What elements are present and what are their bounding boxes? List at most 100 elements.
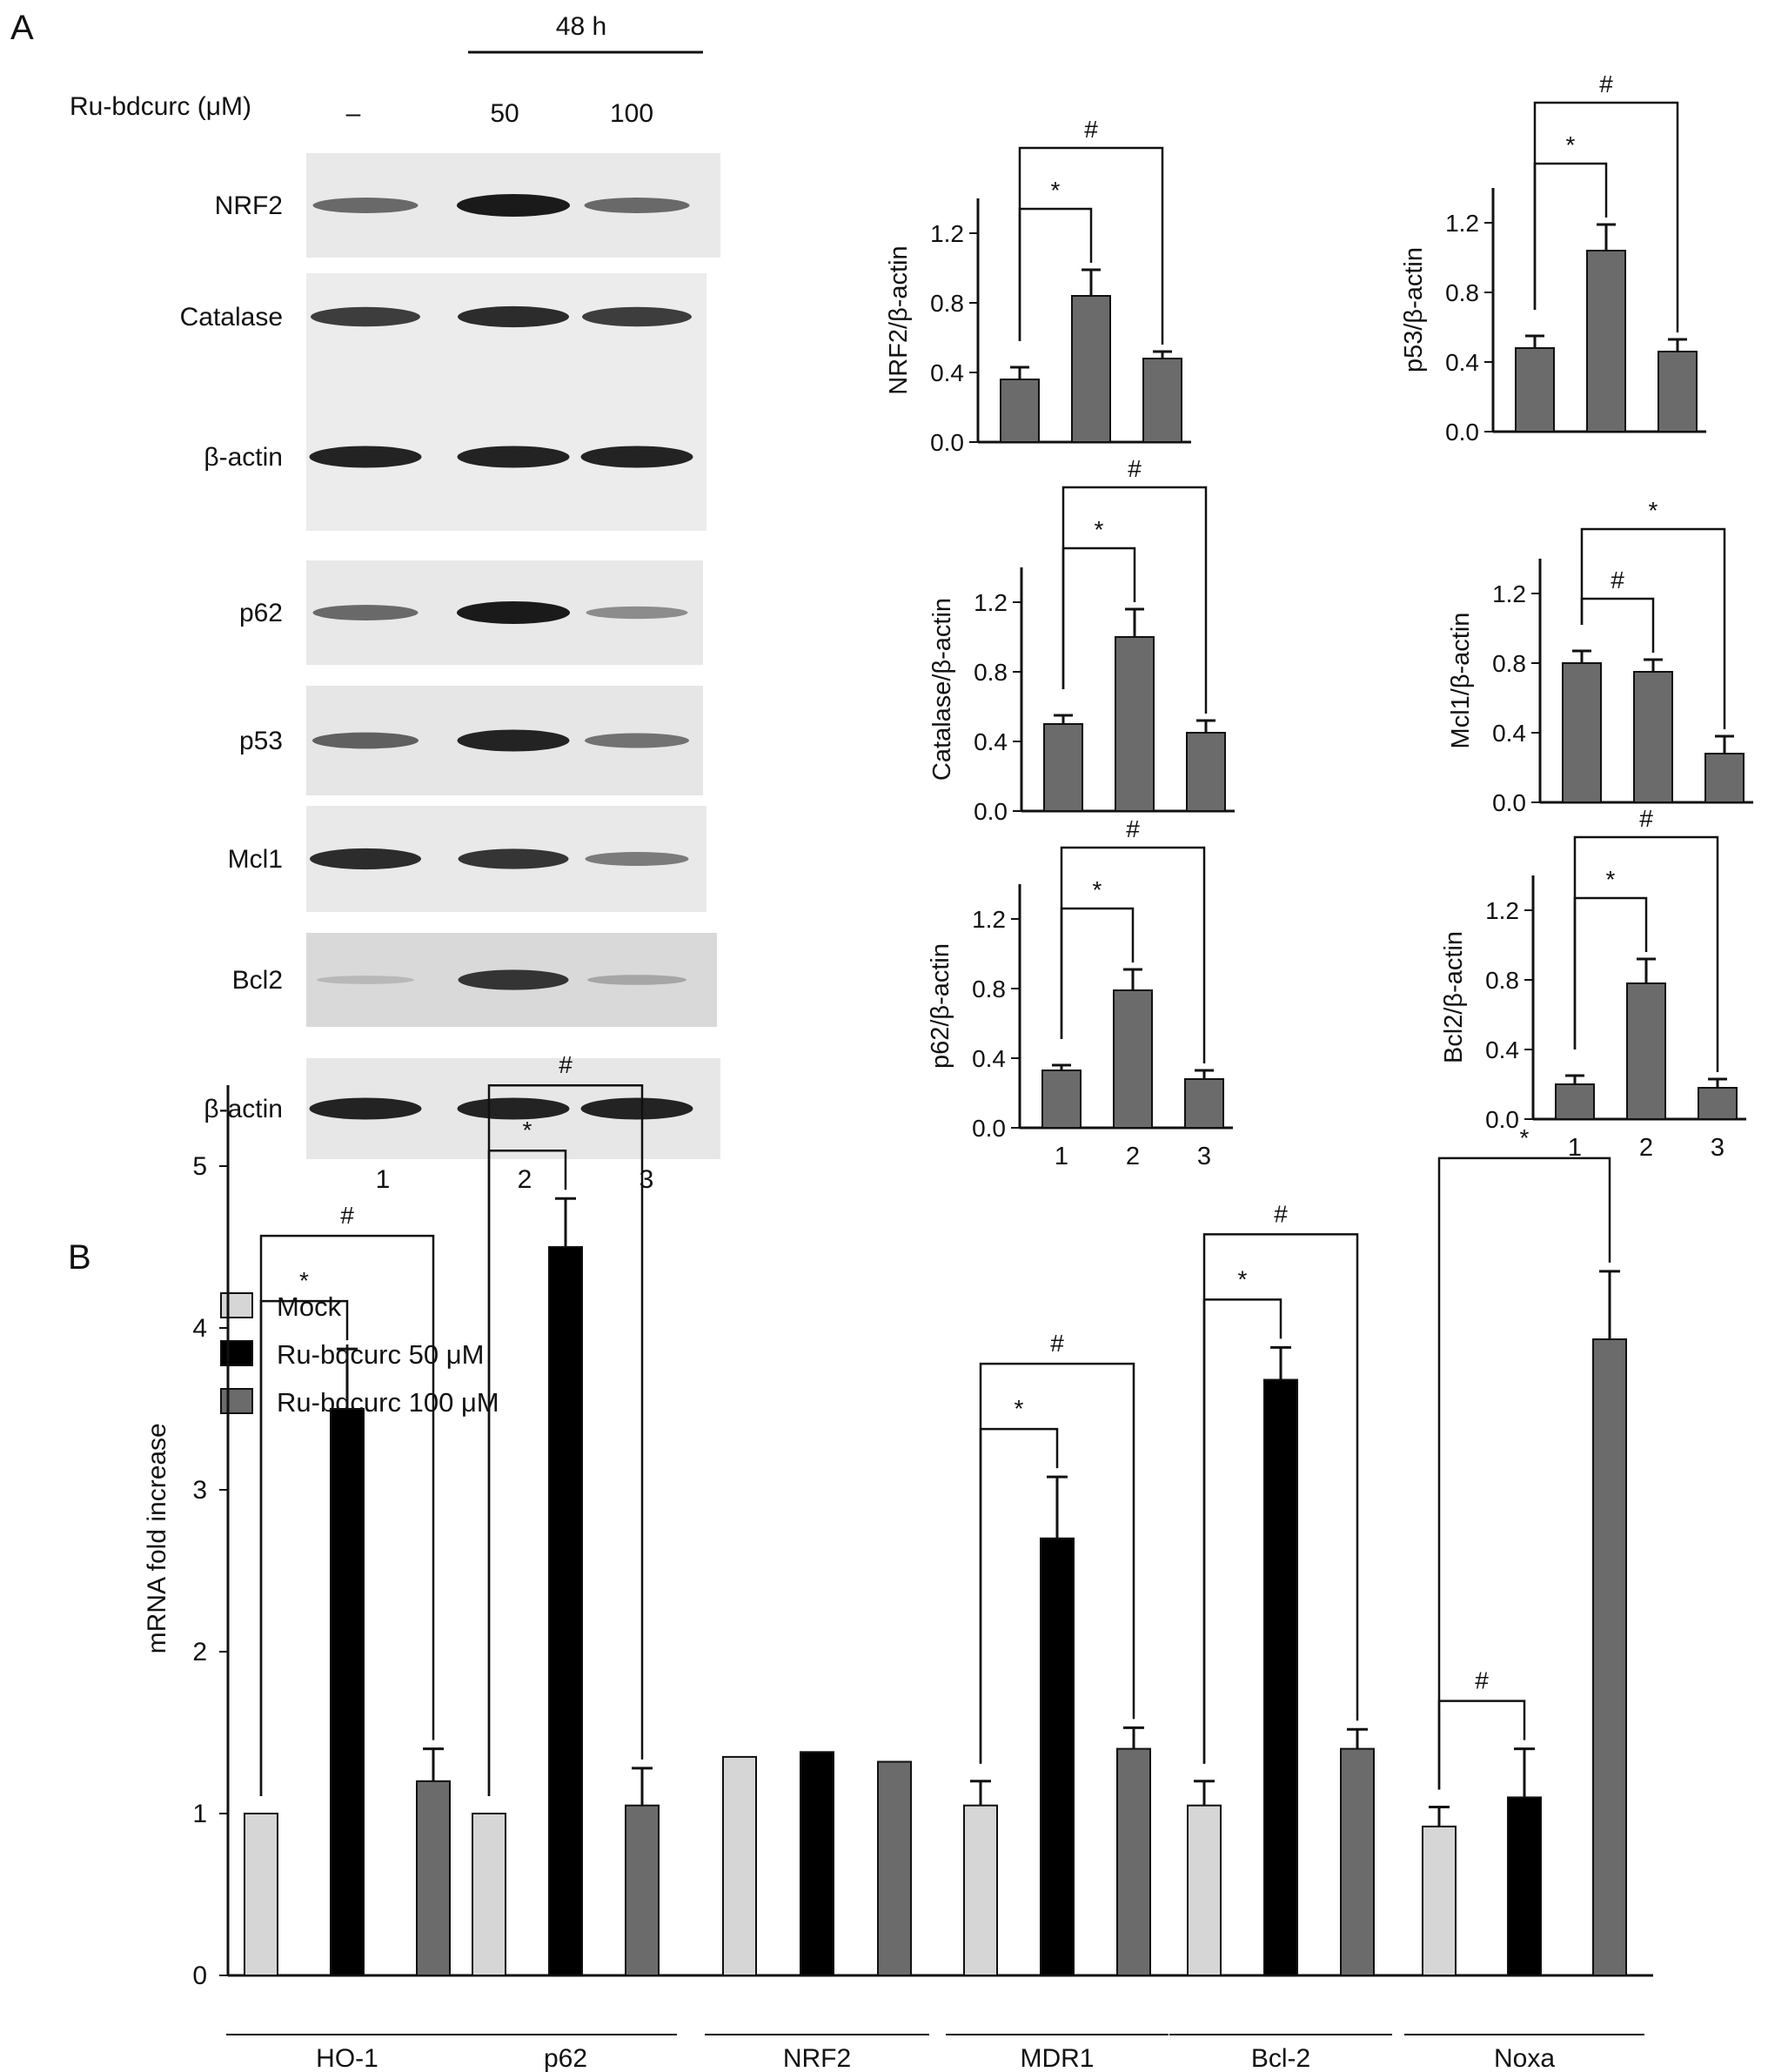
blot-band	[585, 733, 689, 748]
y-tick-label: 0.4	[1492, 720, 1526, 747]
y-tick-label: 1.2	[1445, 210, 1479, 237]
y-axis-label: p62/β-actin	[927, 943, 954, 1069]
bar-3	[1186, 732, 1226, 812]
y-axis-label: p53/β-actin	[1400, 247, 1428, 372]
chart-mcl1-actin: 0.0 0.4 0.8 1.2 Mcl1/β-actin # *	[1447, 497, 1753, 816]
bar-p62-mock	[472, 1813, 506, 1976]
bar-bcl-2-mock	[1187, 1804, 1222, 1976]
dose-label-1: –	[346, 99, 361, 128]
bar-2	[1071, 295, 1111, 443]
significance-mark: #	[1475, 1667, 1489, 1694]
y-tick-label: 0.0	[1485, 1106, 1519, 1133]
y-tick-label: 1.2	[1492, 580, 1526, 607]
blot-band	[457, 1097, 570, 1120]
y-tick-label: 5	[192, 1152, 207, 1181]
y-axis-label: Bcl2/β-actin	[1440, 931, 1468, 1063]
bar-noxa-ru-bdcurc-100-m	[1592, 1338, 1627, 1976]
bar-3	[1704, 753, 1745, 803]
legend-label-100: Ru-bdcurc 100 μM	[277, 1387, 499, 1418]
legend-swatch-50	[220, 1340, 253, 1366]
blot-band	[312, 732, 419, 749]
western-blot: NRF2 Catalase β-actin p62 p53 Mcl1 Bcl2 β-actin	[180, 153, 720, 1159]
y-axis-label: mRNA fold increase	[143, 1423, 171, 1653]
quantification-charts: 0.0 0.4 0.8 1.2 NRF2/β-actin * #0.0 0.4 0.8 1.2 p5…	[885, 70, 1753, 1170]
significance-bracket	[1061, 486, 1208, 714]
legend-swatch-100	[220, 1388, 253, 1414]
legend: Mock Ru-bdcurc 50 μM Ru-bdcurc 100 μM	[220, 1291, 499, 1418]
significance-mark: #	[1084, 116, 1098, 143]
x-tick-label: 1	[1055, 1143, 1068, 1170]
legend-label-mock: Mock	[277, 1291, 342, 1322]
bar-2	[1586, 250, 1626, 433]
significance-bracket	[1202, 1233, 1359, 1764]
bar-noxa-mock	[1422, 1825, 1457, 1976]
blot-band	[458, 969, 569, 990]
significance-mark: *	[1095, 516, 1104, 543]
lane-number-1: 1	[376, 1165, 391, 1194]
significance-mark: #	[340, 1202, 354, 1229]
y-tick-label: 0.8	[1445, 279, 1479, 306]
bar-3	[1142, 358, 1182, 443]
bar-1	[1000, 379, 1040, 443]
y-tick-label: 4	[192, 1314, 207, 1343]
significance-mark: #	[1599, 70, 1613, 97]
y-tick-label: 0.4	[1445, 349, 1479, 376]
significance-mark: #	[1639, 805, 1653, 832]
significance-mark: *	[1606, 866, 1616, 893]
y-axis-label: Catalase/β-actin	[928, 598, 956, 781]
bar-bcl-2-ru-bdcurc-100-m	[1340, 1747, 1375, 1976]
significance-mark: *	[1649, 497, 1658, 524]
blot-band	[580, 446, 693, 468]
category-label-mdr1: MDR1	[1020, 2044, 1094, 2072]
bar-bcl-2-ru-bdcurc-50-m	[1263, 1378, 1298, 1976]
blot-band	[310, 848, 421, 870]
blot-label-actin: β-actin	[204, 443, 283, 472]
lane-number-2: 2	[518, 1165, 532, 1194]
blot-label-nrf2: NRF2	[215, 191, 283, 220]
y-tick-label: 0.8	[930, 290, 964, 317]
significance-bracket	[1580, 527, 1726, 729]
significance-bracket	[487, 1083, 644, 1796]
blot-band	[580, 1097, 693, 1120]
significance-bracket	[1573, 835, 1719, 1072]
blot-band	[458, 848, 569, 869]
blot-label-actin: β-actin	[204, 1095, 283, 1123]
bar-ho-1-ru-bdcurc-100-m	[416, 1780, 451, 1977]
category-label-nrf2: NRF2	[783, 2044, 851, 2072]
panel-label-a: A	[10, 9, 34, 47]
blot-band	[312, 605, 419, 620]
significance-mark: *	[523, 1116, 532, 1143]
chart-p62-actin: 0.0 0.4 0.8 1.2 p62/β-actin 1 2 3 * #	[927, 815, 1233, 1170]
bar-3	[1658, 351, 1698, 433]
dose-label-3: 100	[610, 99, 653, 128]
significance-mark: #	[1128, 455, 1142, 482]
y-tick-label: 0.4	[930, 359, 964, 386]
significance-mark: *	[1566, 131, 1576, 158]
significance-mark: #	[559, 1051, 573, 1078]
significance-bracket	[1018, 146, 1164, 345]
blot-band	[457, 446, 570, 468]
significance-mark: *	[1238, 1265, 1248, 1292]
y-tick-label: 0.0	[930, 429, 964, 456]
blot-label-p53: p53	[239, 727, 283, 755]
bar-3	[1184, 1078, 1224, 1129]
significance-bracket	[979, 1362, 1135, 1764]
y-tick-label: 0.4	[974, 728, 1008, 755]
blot-band	[584, 198, 690, 213]
blot-label-catalase: Catalase	[180, 303, 283, 332]
category-label-p62: p62	[544, 2044, 587, 2072]
blot-label-mcl1: Mcl1	[228, 845, 283, 874]
blot-band	[582, 306, 692, 327]
bar-1	[1555, 1083, 1595, 1120]
bar-nrf2-ru-bdcurc-100-m	[877, 1760, 912, 1976]
significance-mark: #	[1611, 567, 1624, 593]
category-label-bcl-2: Bcl-2	[1251, 2044, 1310, 2072]
bar-3	[1698, 1087, 1738, 1120]
significance-mark: #	[1050, 1330, 1064, 1357]
y-tick-label: 0.8	[972, 976, 1006, 1002]
y-tick-label: 0.8	[1485, 967, 1519, 994]
blot-band	[457, 729, 570, 752]
y-tick-label: 0.0	[974, 798, 1008, 825]
blot-band	[586, 606, 688, 620]
